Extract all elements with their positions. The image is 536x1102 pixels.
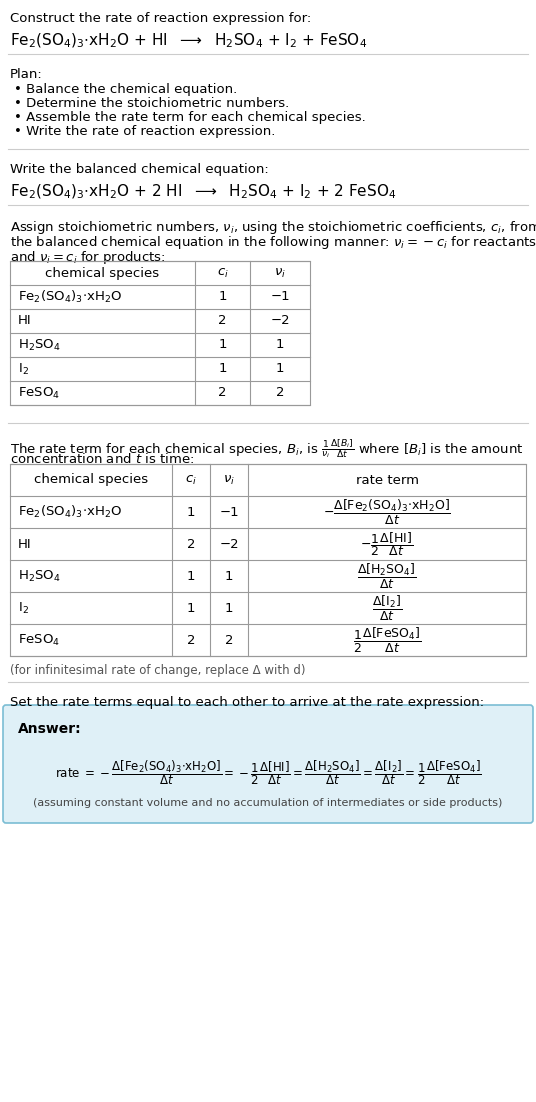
- Text: $\mathregular{Fe_2(SO_4)_3{\cdot}xH_2O}$: $\mathregular{Fe_2(SO_4)_3{\cdot}xH_2O}$: [18, 289, 122, 305]
- Text: $\mathregular{Fe_2(SO_4)_3{\cdot}xH_2O}$: $\mathregular{Fe_2(SO_4)_3{\cdot}xH_2O}$: [18, 504, 122, 520]
- Text: 1: 1: [218, 363, 227, 376]
- Text: • Balance the chemical equation.: • Balance the chemical equation.: [14, 83, 237, 96]
- Text: the balanced chemical equation in the following manner: $\nu_i = -c_i$ for react: the balanced chemical equation in the fo…: [10, 234, 536, 251]
- Text: 2: 2: [276, 387, 284, 400]
- Text: (for infinitesimal rate of change, replace Δ with d): (for infinitesimal rate of change, repla…: [10, 665, 306, 677]
- Text: 1: 1: [218, 291, 227, 303]
- Text: 2: 2: [187, 634, 195, 647]
- Bar: [10, 261, 310, 406]
- Text: rate $= -\dfrac{\Delta[\mathregular{Fe_2(SO_4)_3{\cdot}xH_2O}]}{\Delta t}= -\dfr: rate $= -\dfrac{\Delta[\mathregular{Fe_2…: [55, 758, 481, 787]
- Text: chemical species: chemical species: [34, 474, 148, 486]
- Text: $\dfrac{1}{2}\dfrac{\Delta[\mathregular{FeSO_4}]}{\Delta t}$: $\dfrac{1}{2}\dfrac{\Delta[\mathregular{…: [353, 626, 421, 655]
- Text: 2: 2: [187, 538, 195, 551]
- Text: 1: 1: [187, 506, 195, 519]
- Text: 2: 2: [218, 387, 227, 400]
- Text: 1: 1: [187, 570, 195, 583]
- Text: concentration and $t$ is time:: concentration and $t$ is time:: [10, 452, 194, 466]
- Text: 1: 1: [276, 338, 284, 352]
- Text: Set the rate terms equal to each other to arrive at the rate expression:: Set the rate terms equal to each other t…: [10, 696, 484, 709]
- Text: $\mathregular{H_2SO_4}$: $\mathregular{H_2SO_4}$: [18, 337, 61, 353]
- Text: $\nu_i$: $\nu_i$: [223, 474, 235, 487]
- Text: $-\dfrac{1}{2}\dfrac{\Delta[\mathregular{HI}]}{\Delta t}$: $-\dfrac{1}{2}\dfrac{\Delta[\mathregular…: [360, 530, 414, 558]
- Text: • Write the rate of reaction expression.: • Write the rate of reaction expression.: [14, 125, 276, 138]
- Text: and $\nu_i = c_i$ for products:: and $\nu_i = c_i$ for products:: [10, 249, 166, 266]
- Text: −2: −2: [219, 538, 239, 551]
- Text: −1: −1: [270, 291, 290, 303]
- Text: $\mathregular{I_2}$: $\mathregular{I_2}$: [18, 601, 29, 616]
- Text: $\nu_i$: $\nu_i$: [274, 267, 286, 280]
- Text: −2: −2: [270, 314, 290, 327]
- Text: 2: 2: [218, 314, 227, 327]
- Text: $\mathregular{FeSO_4}$: $\mathregular{FeSO_4}$: [18, 633, 60, 648]
- Text: 1: 1: [218, 338, 227, 352]
- Text: 2: 2: [225, 634, 233, 647]
- Text: $-\dfrac{\Delta[\mathregular{Fe_2(SO_4)_3{\cdot}xH_2O}]}{\Delta t}$: $-\dfrac{\Delta[\mathregular{Fe_2(SO_4)_…: [323, 497, 451, 527]
- Text: $c_i$: $c_i$: [217, 267, 228, 280]
- Text: 1: 1: [225, 570, 233, 583]
- Text: Plan:: Plan:: [10, 68, 43, 82]
- Text: $\mathregular{I_2}$: $\mathregular{I_2}$: [18, 361, 29, 377]
- Text: $\mathregular{FeSO_4}$: $\mathregular{FeSO_4}$: [18, 386, 60, 400]
- Bar: [10, 464, 526, 656]
- Text: Construct the rate of reaction expression for:: Construct the rate of reaction expressio…: [10, 12, 311, 25]
- Text: • Determine the stoichiometric numbers.: • Determine the stoichiometric numbers.: [14, 97, 289, 110]
- FancyBboxPatch shape: [3, 705, 533, 823]
- Text: 1: 1: [225, 602, 233, 615]
- Text: −1: −1: [219, 506, 239, 519]
- Text: Assign stoichiometric numbers, $\nu_i$, using the stoichiometric coefficients, $: Assign stoichiometric numbers, $\nu_i$, …: [10, 219, 536, 236]
- Text: $\mathregular{Fe_2(SO_4)_3{\cdot}xH_2O}$ + HI  $\longrightarrow$  $\mathregular{: $\mathregular{Fe_2(SO_4)_3{\cdot}xH_2O}$…: [10, 32, 367, 51]
- Text: chemical species: chemical species: [46, 267, 160, 280]
- Text: HI: HI: [18, 314, 32, 327]
- Text: 1: 1: [187, 602, 195, 615]
- Text: Write the balanced chemical equation:: Write the balanced chemical equation:: [10, 163, 269, 176]
- Text: $c_i$: $c_i$: [185, 474, 197, 487]
- Text: HI: HI: [18, 538, 32, 551]
- Text: $\dfrac{\Delta[\mathregular{H_2SO_4}]}{\Delta t}$: $\dfrac{\Delta[\mathregular{H_2SO_4}]}{\…: [357, 562, 417, 591]
- Text: (assuming constant volume and no accumulation of intermediates or side products): (assuming constant volume and no accumul…: [33, 798, 503, 808]
- Text: $\dfrac{\Delta[\mathregular{I_2}]}{\Delta t}$: $\dfrac{\Delta[\mathregular{I_2}]}{\Delt…: [372, 594, 402, 623]
- Text: The rate term for each chemical species, $B_i$, is $\frac{1}{\nu_i}\frac{\Delta[: The rate term for each chemical species,…: [10, 437, 524, 460]
- Text: • Assemble the rate term for each chemical species.: • Assemble the rate term for each chemic…: [14, 111, 366, 125]
- Text: 1: 1: [276, 363, 284, 376]
- Text: Answer:: Answer:: [18, 722, 81, 736]
- Text: $\mathregular{Fe_2(SO_4)_3{\cdot}xH_2O}$ + 2 HI  $\longrightarrow$  $\mathregula: $\mathregular{Fe_2(SO_4)_3{\cdot}xH_2O}$…: [10, 183, 396, 202]
- Text: $\mathregular{H_2SO_4}$: $\mathregular{H_2SO_4}$: [18, 569, 61, 584]
- Text: rate term: rate term: [355, 474, 419, 486]
